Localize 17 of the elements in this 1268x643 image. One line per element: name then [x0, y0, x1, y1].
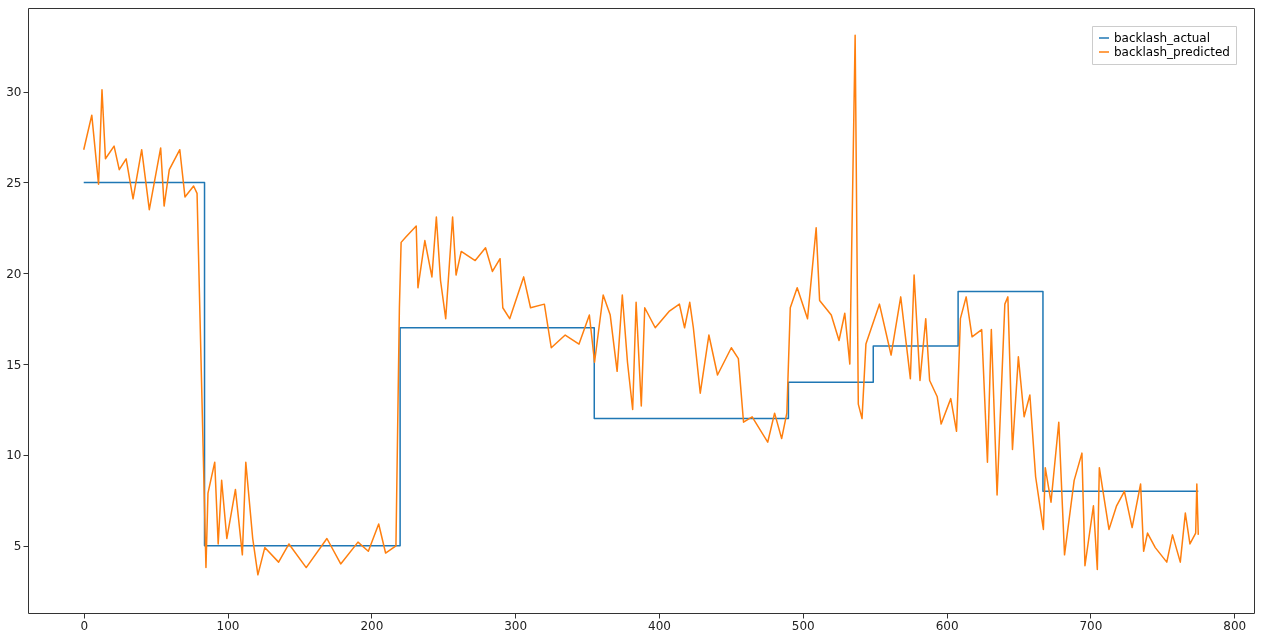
legend-label: backlash_actual — [1114, 31, 1211, 45]
x-tick-label: 800 — [1223, 618, 1247, 633]
y-tick-label: 25 — [6, 175, 22, 190]
y-tick-label: 10 — [6, 448, 22, 463]
x-tick-label: 200 — [360, 618, 384, 633]
x-tick-label: 100 — [216, 618, 240, 633]
y-tick-label: 30 — [6, 85, 22, 100]
x-tick-label: 500 — [791, 618, 815, 633]
legend-label: backlash_predicted — [1114, 45, 1230, 59]
y-tick-label: 5 — [13, 539, 22, 554]
x-tick-label: 600 — [935, 618, 959, 633]
y-tick-label: 15 — [6, 357, 22, 372]
x-tick-label: 0 — [80, 618, 89, 633]
x-tick-label: 400 — [648, 618, 671, 633]
x-tick-label: 300 — [504, 618, 528, 633]
y-tick-label: 20 — [6, 266, 22, 281]
x-tick-label: 700 — [1079, 618, 1103, 633]
